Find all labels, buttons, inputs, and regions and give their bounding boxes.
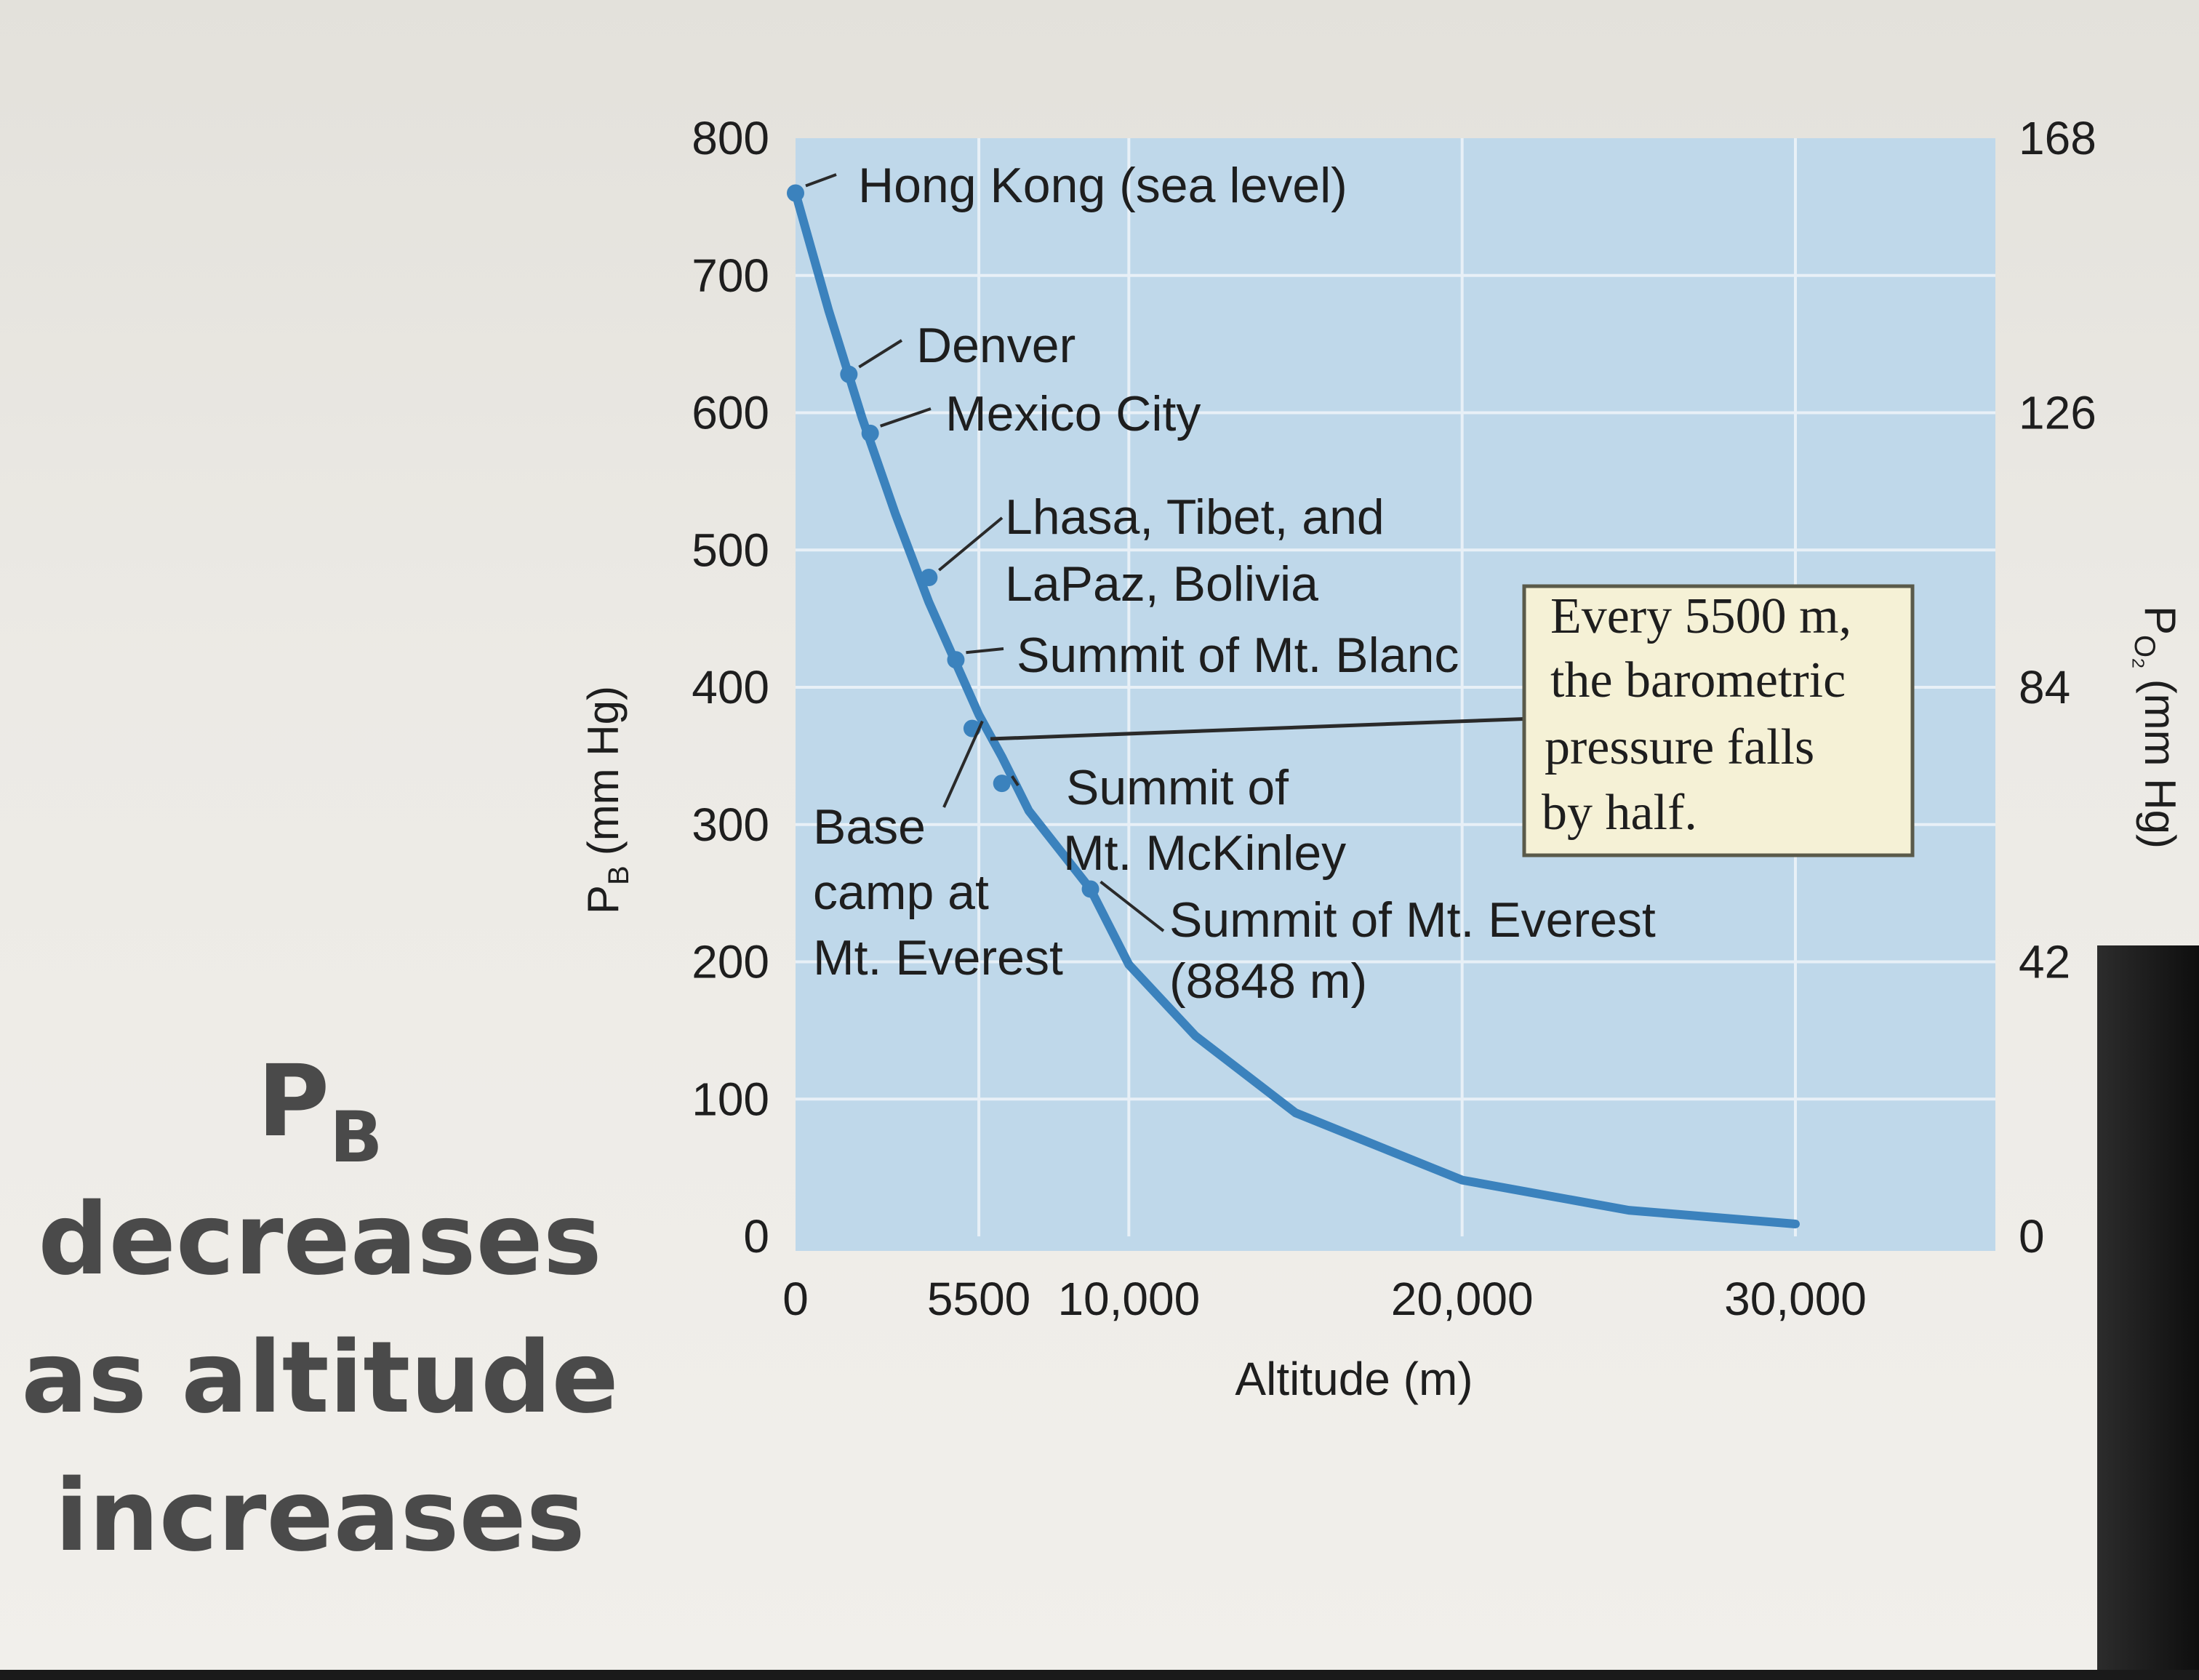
y2-tick-label: 126 (2019, 387, 2096, 439)
caption-symbol: PB (0, 1047, 640, 1192)
label-denver: Denver (916, 318, 1076, 373)
y-tick-label: 200 (692, 936, 769, 988)
data-point (947, 651, 965, 669)
y-axis-subscript: B (603, 865, 635, 885)
y-axis-unit: (mm Hg) (579, 686, 628, 855)
caption-line2: as altitude (21, 1321, 619, 1436)
label-base-camp-line3: Mt. Everest (813, 930, 1063, 985)
monitor-bezel (2097, 945, 2199, 1680)
x-tick-labels: 0 5500 10,000 20,000 30,000 (782, 1273, 1867, 1325)
data-points (787, 184, 1100, 898)
y2-axis-unit: (mm Hg) (2136, 679, 2184, 849)
leader-line (942, 720, 984, 808)
label-everest-line2: (8848 m) (1169, 953, 1367, 1009)
y-tick-label: 600 (692, 387, 769, 439)
leader-line (1100, 880, 1165, 932)
x-tick-label: 0 (782, 1273, 809, 1325)
x-tick-label: 10,000 (1057, 1273, 1200, 1325)
x-tick-label: 20,000 (1391, 1273, 1534, 1325)
x-tick-label: 30,000 (1724, 1273, 1867, 1325)
y2-tick-labels: 0 42 84 126 168 (2019, 112, 2096, 1263)
y-axis-label: PB (mm Hg) (579, 686, 635, 914)
y-axis-symbol: P (579, 885, 628, 914)
callout-line3: pressure falls (1545, 719, 1814, 775)
caption-line3: increases (55, 1459, 585, 1574)
data-point (920, 569, 938, 586)
annotation-leaders (805, 173, 1165, 932)
leader-line (880, 407, 932, 428)
label-mexico-city: Mexico City (945, 386, 1201, 441)
leader-line (805, 173, 837, 188)
callout-text: Every 5500 m, the barometric pressure fa… (1542, 588, 1851, 841)
y-tick-label: 0 (743, 1210, 769, 1263)
label-mt-blanc: Summit of Mt. Blanc (1017, 628, 1459, 683)
y-tick-labels: 0 100 200 300 400 500 600 700 800 (692, 112, 769, 1263)
label-mckinley-line1: Summit of (1066, 760, 1289, 815)
y-tick-label: 300 (692, 799, 769, 851)
data-point (787, 184, 804, 202)
pressure-curve (791, 188, 1800, 1229)
leader-line (858, 339, 903, 369)
leader-line (1011, 775, 1020, 787)
data-point (993, 775, 1011, 793)
data-point (840, 365, 858, 383)
caption-symbol-sub: B (329, 1097, 383, 1178)
callout-box (1522, 584, 1915, 857)
callout-line2: the barometric (1550, 652, 1846, 708)
x-axis-label: Altitude (m) (1235, 1353, 1473, 1405)
y2-tick-label: 0 (2019, 1210, 2045, 1263)
y-tick-label: 500 (692, 524, 769, 576)
y-tick-label: 700 (692, 249, 769, 302)
label-hong-kong: Hong Kong (sea level) (858, 158, 1347, 213)
y2-axis-symbol: P (2136, 606, 2184, 635)
label-lhasa-line2: LaPaz, Bolivia (1005, 556, 1318, 612)
annotation-labels: Hong Kong (sea level) Denver Mexico City… (813, 158, 1656, 1009)
data-point (861, 424, 879, 442)
y2-axis-subscript: O₂ (2128, 635, 2160, 669)
y2-tick-label: 42 (2019, 936, 2070, 988)
y-tick-label: 100 (692, 1073, 769, 1125)
label-everest-line1: Summit of Mt. Everest (1169, 892, 1656, 948)
label-mckinley-line2: Mt. McKinley (1063, 825, 1346, 881)
x-tick-label: 5500 (927, 1273, 1030, 1325)
label-lhasa-line1: Lhasa, Tibet, and (1005, 489, 1385, 545)
y-tick-label: 800 (692, 112, 769, 164)
callout-line4: by half. (1542, 785, 1697, 841)
monitor-bezel-bottom (0, 1670, 2199, 1680)
y2-tick-label: 168 (2019, 112, 2096, 164)
leader-line (938, 516, 1004, 572)
y2-tick-label: 84 (2019, 661, 2070, 713)
caption-symbol-p: P (257, 1044, 330, 1159)
caption-line1: decreases (38, 1183, 602, 1297)
side-caption: PB decreases as altitude increases (0, 1018, 640, 1571)
label-base-camp-line1: Base (813, 799, 926, 855)
data-point (1081, 880, 1100, 898)
callout-pointer (990, 716, 1535, 741)
y2-axis-label: PO₂ (mm Hg) (2128, 606, 2184, 849)
leader-line (966, 647, 1004, 655)
callout-line1: Every 5500 m, (1550, 588, 1851, 644)
label-base-camp-line2: camp at (813, 865, 989, 920)
y-tick-label: 400 (692, 661, 769, 713)
